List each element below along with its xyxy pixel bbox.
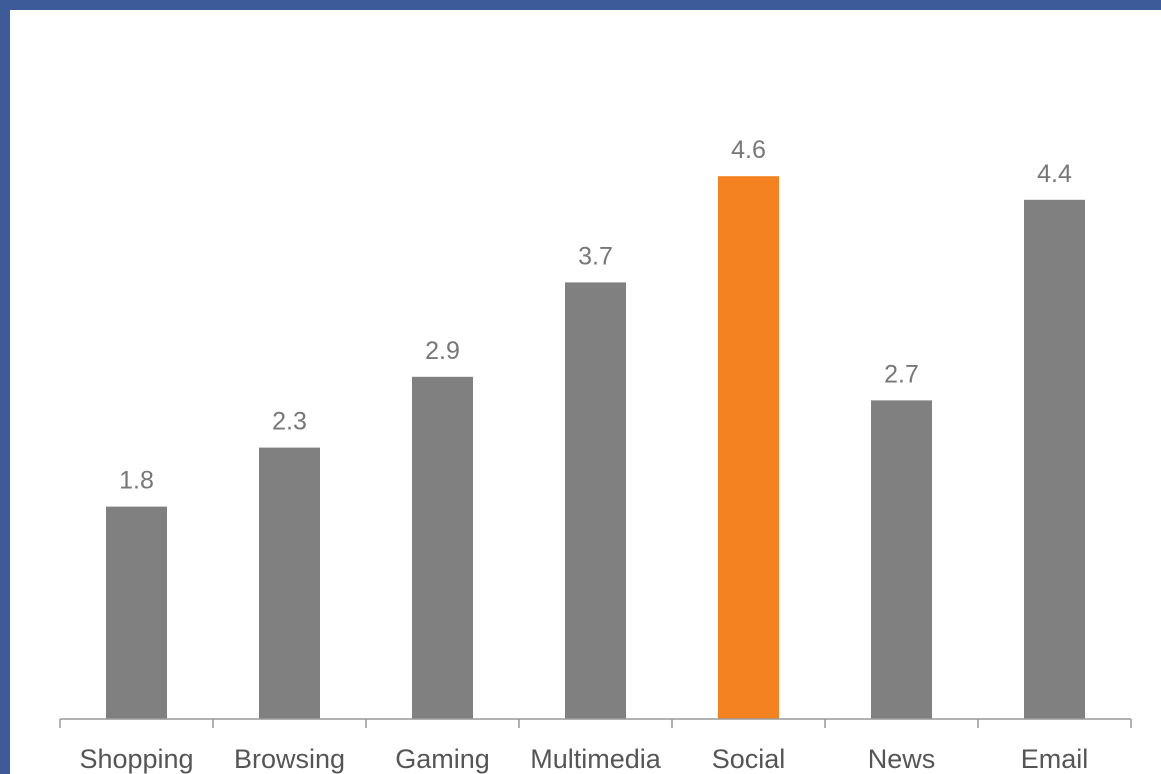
bar-email — [1024, 199, 1085, 720]
bar-multimedia — [565, 282, 626, 719]
value-label-multimedia: 3.7 — [578, 242, 613, 270]
category-label-news: News — [868, 744, 936, 774]
value-label-shopping: 1.8 — [119, 467, 154, 495]
category-label-shopping: Shopping — [79, 744, 193, 774]
category-label-gaming: Gaming — [395, 744, 490, 774]
bar-social — [718, 176, 779, 719]
value-label-news: 2.7 — [884, 360, 919, 388]
chart-panel: 1.8 Shopping 2.3 Browsing 2.9 Gaming 3.7 Multim… — [10, 10, 1161, 774]
value-label-browsing: 2.3 — [272, 408, 307, 436]
bars-layer — [106, 176, 1085, 720]
value-label-email: 4.4 — [1037, 160, 1072, 188]
bar-chart: 1.8 Shopping 2.3 Browsing 2.9 Gaming 3.7 Multim… — [59, 136, 1132, 774]
x-axis — [59, 718, 1132, 728]
category-label-multimedia: Multimedia — [530, 744, 662, 774]
category-label-browsing: Browsing — [234, 744, 345, 774]
bar-gaming — [412, 376, 473, 719]
value-label-social: 4.6 — [731, 136, 766, 164]
category-label-social: Social — [712, 744, 786, 774]
bar-browsing — [259, 447, 320, 719]
bar-news — [871, 400, 932, 719]
category-label-email: Email — [1021, 744, 1089, 774]
value-label-gaming: 2.9 — [425, 337, 460, 365]
bar-shopping — [106, 506, 167, 719]
labels-layer: 1.8 Shopping 2.3 Browsing 2.9 Gaming 3.7 Multim… — [79, 136, 1088, 774]
